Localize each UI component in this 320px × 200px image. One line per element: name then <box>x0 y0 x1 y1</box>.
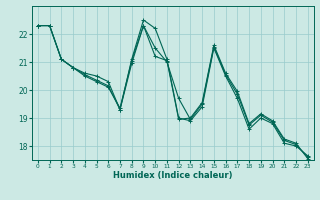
X-axis label: Humidex (Indice chaleur): Humidex (Indice chaleur) <box>113 171 233 180</box>
